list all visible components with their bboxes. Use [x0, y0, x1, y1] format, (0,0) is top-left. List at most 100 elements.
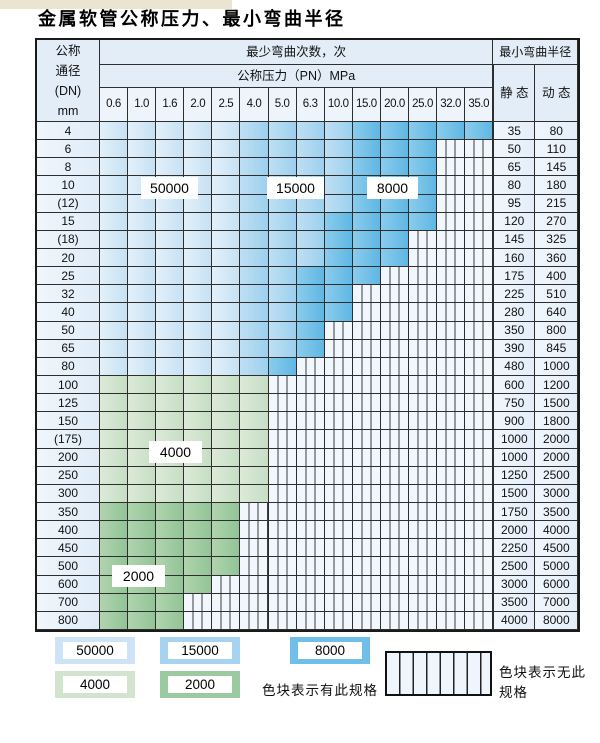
spec-cell-50000: [212, 194, 241, 213]
spec-cell-none: [380, 321, 410, 340]
spec-cell-none: [296, 448, 325, 467]
spec-cell-4000: [212, 484, 241, 503]
spec-cell-4000: [184, 375, 213, 395]
spec-cell-none: [437, 430, 466, 449]
header-pressure-value: 2.0: [184, 88, 213, 122]
spec-cell-none: [465, 448, 494, 467]
spec-cell-none: [409, 593, 438, 612]
spec-cell-15000: [240, 357, 269, 376]
spec-cell-none: [268, 539, 297, 558]
spec-cell-none: [409, 448, 438, 467]
dynamic-radius-cell: 360: [535, 248, 579, 268]
spec-cell-none: [437, 212, 466, 231]
spec-cell-none: [240, 557, 269, 576]
spec-cell-none: [296, 375, 325, 395]
spec-cell-50000: [184, 339, 213, 358]
spec-cell-50000: [128, 122, 157, 141]
spec-cell-50000: [156, 158, 185, 177]
spec-cell-50000: [128, 267, 157, 286]
spec-cell-50000: [128, 285, 157, 304]
spec-cell-8000: [296, 339, 325, 358]
spec-cell-15000: [268, 267, 297, 286]
spec-cell-8000: [352, 140, 381, 159]
spec-cell-2000: [156, 593, 185, 612]
spec-cell-2000: [212, 539, 241, 558]
dynamic-radius-cell: 110: [535, 140, 579, 159]
spec-cell-2000: [184, 557, 213, 576]
spec-cell-4000: [156, 484, 185, 503]
spec-cell-none: [380, 412, 410, 431]
spec-cell-50000: [128, 212, 157, 231]
spec-cell-8000: [296, 321, 325, 340]
spec-cell-8000: [324, 230, 353, 249]
spec-cell-8000: [352, 194, 381, 213]
spec-cell-8000: [352, 158, 381, 177]
legend-has-spec-text: 色块表示有此规格: [262, 683, 378, 698]
header-dn-line: mm: [57, 103, 79, 118]
spec-cell-none: [437, 194, 466, 213]
header-pressure-value: 1.0: [128, 88, 157, 122]
spec-cell-50000: [128, 248, 157, 268]
dn-cell: (12): [37, 194, 100, 213]
header-static: 静 态: [493, 65, 536, 122]
spec-cell-50000: [128, 158, 157, 177]
spec-cell-none: [352, 339, 381, 358]
spec-cell-none: [380, 557, 410, 576]
static-radius-cell: 95: [493, 194, 536, 213]
spec-cell-none: [352, 593, 381, 612]
spec-cell-2000: [100, 521, 129, 540]
spec-cell-15000: [324, 158, 353, 177]
spec-cell-15000: [324, 122, 353, 141]
spec-cell-4000: [100, 412, 129, 431]
spec-cell-4000: [100, 448, 129, 467]
spec-cell-none: [324, 593, 353, 612]
spec-cell-2000: [100, 502, 129, 522]
spec-cell-none: [296, 611, 325, 630]
spec-cell-50000: [156, 140, 185, 159]
spec-cell-none: [184, 611, 213, 630]
spec-cell-none: [268, 521, 297, 540]
spec-cell-none: [465, 140, 494, 159]
spec-cell-none: [352, 611, 381, 630]
spec-cell-15000: [268, 158, 297, 177]
spec-cell-50000: [156, 339, 185, 358]
spec-cell-4000: [240, 484, 269, 503]
spec-cell-none: [352, 521, 381, 540]
spec-cell-15000: [240, 248, 269, 268]
spec-cell-none: [465, 375, 494, 395]
spec-cell-none: [380, 539, 410, 558]
spec-cell-none: [465, 230, 494, 249]
spec-cell-50000: [184, 122, 213, 141]
dn-cell: 450: [37, 539, 100, 558]
spec-cell-none: [380, 611, 410, 630]
spec-cell-4000: [100, 430, 129, 449]
spec-cell-none: [437, 230, 466, 249]
spec-cell-50000: [184, 285, 213, 304]
spec-cell-none: [437, 466, 466, 485]
static-radius-cell: 1000: [493, 448, 536, 467]
spec-cell-50000: [100, 176, 129, 195]
spec-cell-none: [409, 412, 438, 431]
dn-cell: 25: [37, 267, 100, 286]
spec-cell-none: [437, 611, 466, 630]
spec-cell-50000: [184, 230, 213, 249]
spec-cell-8000: [409, 158, 438, 177]
spec-cell-none: [324, 448, 353, 467]
spec-cell-none: [324, 357, 353, 376]
spec-cell-none: [409, 303, 438, 322]
static-radius-cell: 350: [493, 321, 536, 340]
spec-cell-none: [296, 466, 325, 485]
spec-cell-15000: [240, 230, 269, 249]
spec-cell-none: [268, 448, 297, 467]
spec-cell-50000: [100, 212, 129, 231]
spec-cell-2000: [212, 502, 241, 522]
spec-cell-15000: [240, 194, 269, 213]
spec-cell-50000: [156, 321, 185, 340]
static-radius-cell: 120: [493, 212, 536, 231]
spec-cell-50000: [100, 321, 129, 340]
dn-cell: 15: [37, 212, 100, 231]
spec-cell-50000: [212, 357, 241, 376]
spec-cell-50000: [100, 140, 129, 159]
spec-cell-15000: [268, 122, 297, 141]
spec-cell-4000: [184, 412, 213, 431]
